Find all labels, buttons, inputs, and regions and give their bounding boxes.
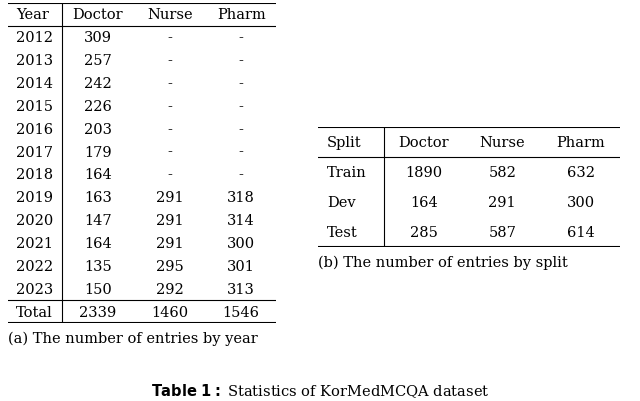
Text: -: -: [168, 77, 173, 91]
Text: 2012: 2012: [16, 31, 53, 45]
Text: -: -: [168, 122, 173, 136]
Text: -: -: [239, 99, 244, 113]
Text: -: -: [168, 54, 173, 68]
Text: 309: 309: [84, 31, 112, 45]
Text: 2020: 2020: [16, 214, 53, 228]
Text: 226: 226: [84, 99, 112, 113]
Text: -: -: [168, 99, 173, 113]
Text: 2015: 2015: [16, 99, 53, 113]
Text: 2021: 2021: [16, 237, 53, 250]
Text: -: -: [239, 54, 244, 68]
Text: 285: 285: [410, 225, 438, 239]
Text: 2339: 2339: [79, 305, 116, 319]
Text: 291: 291: [156, 191, 184, 205]
Text: Split: Split: [327, 136, 362, 150]
Text: 1890: 1890: [405, 166, 442, 180]
Text: 314: 314: [227, 214, 255, 228]
Text: 300: 300: [227, 237, 255, 250]
Text: 257: 257: [84, 54, 111, 68]
Text: 2019: 2019: [16, 191, 53, 205]
Text: (a) The number of entries by year: (a) The number of entries by year: [8, 331, 258, 345]
Text: 164: 164: [410, 196, 438, 209]
Text: Doctor: Doctor: [398, 136, 449, 150]
Text: 135: 135: [84, 259, 111, 273]
Text: 295: 295: [156, 259, 184, 273]
Text: 150: 150: [84, 282, 111, 296]
Text: $\bf{Table\ 1:}$ Statistics of KorMedMCQA dataset: $\bf{Table\ 1:}$ Statistics of KorMedMCQ…: [151, 381, 489, 399]
Text: 291: 291: [488, 196, 516, 209]
Text: Dev: Dev: [327, 196, 356, 209]
Text: 164: 164: [84, 237, 111, 250]
Text: 301: 301: [227, 259, 255, 273]
Text: -: -: [239, 31, 244, 45]
Text: -: -: [168, 168, 173, 182]
Text: Pharm: Pharm: [556, 136, 605, 150]
Text: 2018: 2018: [16, 168, 53, 182]
Text: Total: Total: [16, 305, 52, 319]
Text: 163: 163: [84, 191, 112, 205]
Text: -: -: [168, 31, 173, 45]
Text: 242: 242: [84, 77, 111, 91]
Text: 632: 632: [567, 166, 595, 180]
Text: -: -: [239, 168, 244, 182]
Text: -: -: [239, 145, 244, 159]
Text: 2017: 2017: [16, 145, 53, 159]
Text: -: -: [168, 145, 173, 159]
Text: 614: 614: [567, 225, 595, 239]
Text: Train: Train: [327, 166, 367, 180]
Text: 1546: 1546: [223, 305, 260, 319]
Text: 147: 147: [84, 214, 111, 228]
Text: 318: 318: [227, 191, 255, 205]
Text: 582: 582: [488, 166, 516, 180]
Text: 313: 313: [227, 282, 255, 296]
Text: 1460: 1460: [152, 305, 189, 319]
Text: 587: 587: [488, 225, 516, 239]
Text: Year: Year: [16, 8, 49, 22]
Text: -: -: [239, 122, 244, 136]
Text: 300: 300: [566, 196, 595, 209]
Text: Pharm: Pharm: [217, 8, 266, 22]
Text: 164: 164: [84, 168, 111, 182]
Text: Nurse: Nurse: [479, 136, 525, 150]
Text: 2022: 2022: [16, 259, 53, 273]
Text: 179: 179: [84, 145, 111, 159]
Text: 2016: 2016: [16, 122, 53, 136]
Text: -: -: [239, 77, 244, 91]
Text: 2013: 2013: [16, 54, 53, 68]
Text: 291: 291: [156, 214, 184, 228]
Text: 291: 291: [156, 237, 184, 250]
Text: Doctor: Doctor: [72, 8, 123, 22]
Text: Nurse: Nurse: [147, 8, 193, 22]
Text: Test: Test: [327, 225, 358, 239]
Text: (b) The number of entries by split: (b) The number of entries by split: [318, 255, 568, 269]
Text: 292: 292: [156, 282, 184, 296]
Text: 2023: 2023: [16, 282, 53, 296]
Text: 2014: 2014: [16, 77, 53, 91]
Text: 203: 203: [84, 122, 112, 136]
